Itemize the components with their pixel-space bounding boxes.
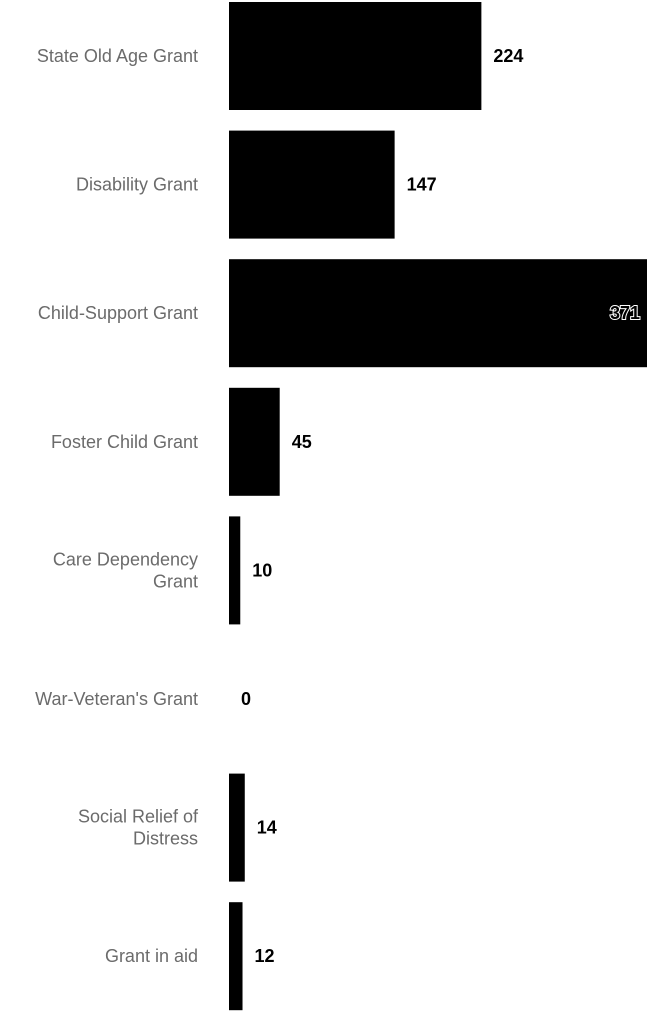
value-label: 14 [257,818,277,838]
value-label: 10 [252,560,272,580]
value-labels-group: 224 147 371 45 10 0 14 12 [241,46,641,966]
category-label: Child-Support Grant [38,303,198,323]
bar [229,902,243,1011]
category-labels-group: State Old Age Grant Disability Grant Child… [35,46,199,966]
value-label: 371 [610,303,640,323]
category-label: Disability Grant [76,175,198,195]
category-label: War-Veteran's Grant [35,689,198,709]
bars-group [229,2,647,1011]
bar [229,387,280,496]
bar [229,2,482,110]
category-label: Social Relief of Distress [78,807,199,849]
bar [229,773,245,882]
value-label: 147 [407,175,437,195]
bar [229,259,647,368]
value-label: 12 [255,946,275,966]
category-label: Foster Child Grant [51,432,198,452]
bar [229,130,395,239]
value-label: 224 [493,46,523,66]
value-label: 45 [292,432,312,452]
value-label: 0 [241,689,251,709]
category-label: Grant in aid [105,946,198,966]
bar [229,516,241,625]
category-label: State Old Age Grant [37,46,198,66]
category-label: Care Dependency Grant [53,549,198,591]
